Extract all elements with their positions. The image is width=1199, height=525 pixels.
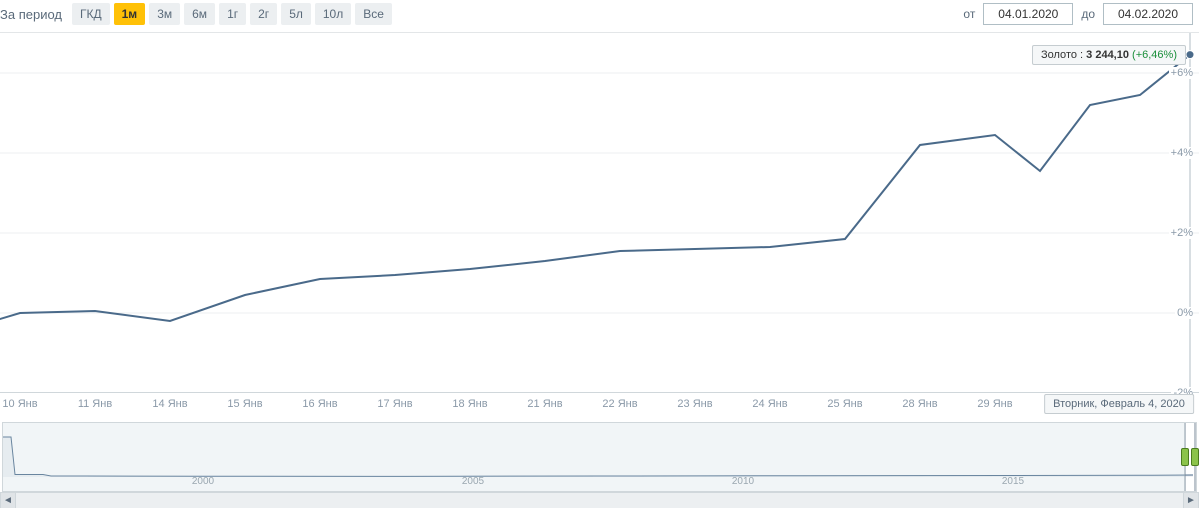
- point-tooltip: Золото : 3 244,10 (+6,46%): [1032, 45, 1186, 65]
- period-btn-1m[interactable]: 1м: [114, 3, 146, 25]
- range-navigator[interactable]: 2000 2005 2010 2015: [2, 422, 1197, 492]
- tooltip-value: 3 244,10: [1086, 49, 1129, 61]
- x-axis-tooltip-label: Вторник, Февраль 4, 2020: [1053, 398, 1185, 410]
- x-tick-label: 21 Янв: [527, 398, 562, 410]
- x-tick-label: 14 Янв: [152, 398, 187, 410]
- navigator-tick-label: 2015: [1002, 476, 1024, 487]
- navigator-tick-label: 2010: [732, 476, 754, 487]
- x-axis: Вторник, Февраль 4, 2020 10 Янв 11 Янв 14 …: [0, 392, 1199, 422]
- period-btn-gkd[interactable]: ГКД: [72, 3, 110, 25]
- scroll-right-icon[interactable]: ►: [1183, 493, 1199, 508]
- x-tick-label: 10 Янв: [2, 398, 37, 410]
- x-tick-label: 24 Янв: [752, 398, 787, 410]
- date-from-label: от: [963, 7, 975, 21]
- scroll-track[interactable]: [16, 493, 1183, 508]
- y-tick-label: 0%: [1175, 307, 1193, 319]
- horizontal-scrollbar[interactable]: ◄ ►: [0, 492, 1199, 508]
- x-tick-label: 18 Янв: [452, 398, 487, 410]
- period-btn-2y[interactable]: 2г: [250, 3, 277, 25]
- x-tick-label: 23 Янв: [677, 398, 712, 410]
- y-tick-label: +6%: [1169, 67, 1193, 79]
- period-btn-5y[interactable]: 5л: [281, 3, 311, 25]
- scroll-left-icon[interactable]: ◄: [0, 493, 16, 508]
- y-tick-label: +2%: [1169, 227, 1193, 239]
- chart-svg: [0, 33, 1199, 393]
- y-tick-label: +4%: [1169, 147, 1193, 159]
- x-tick-label: 22 Янв: [602, 398, 637, 410]
- period-btn-6m[interactable]: 6м: [184, 3, 215, 25]
- x-tick-label: 15 Янв: [227, 398, 262, 410]
- x-tick-label: 28 Янв: [902, 398, 937, 410]
- navigator-tick-label: 2005: [462, 476, 484, 487]
- navigator-handle-left[interactable]: [1181, 448, 1189, 466]
- period-header: За период ГКД 1м 3м 6м 1г 2г 5л 10л Все …: [0, 0, 1199, 32]
- x-tick-label: 25 Янв: [827, 398, 862, 410]
- date-range-group: от до: [963, 3, 1193, 25]
- price-chart[interactable]: Золото : 3 244,10 (+6,46%) -2%0%+2%+4%+6…: [0, 32, 1199, 392]
- period-btn-10y[interactable]: 10л: [315, 3, 351, 25]
- x-axis-tooltip: Вторник, Февраль 4, 2020: [1044, 394, 1194, 414]
- navigator-handle-right[interactable]: [1191, 448, 1199, 466]
- tooltip-pct: (+6,46%): [1132, 49, 1177, 61]
- period-btn-all[interactable]: Все: [355, 3, 392, 25]
- date-from-input[interactable]: [983, 3, 1073, 25]
- date-to-input[interactable]: [1103, 3, 1193, 25]
- navigator-tick-label: 2000: [192, 476, 214, 487]
- period-label: За период: [0, 7, 62, 22]
- x-tick-label: 29 Янв: [977, 398, 1012, 410]
- date-to-label: до: [1081, 7, 1095, 21]
- x-tick-label: 17 Янв: [377, 398, 412, 410]
- period-btn-1y[interactable]: 1г: [219, 3, 246, 25]
- period-btn-3m[interactable]: 3м: [149, 3, 180, 25]
- x-tick-label: 11 Янв: [78, 398, 112, 410]
- tooltip-series-label: Золото :: [1041, 49, 1083, 61]
- period-buttons-group: За период ГКД 1м 3м 6м 1г 2г 5л 10л Все: [0, 3, 392, 25]
- x-tick-label: 16 Янв: [302, 398, 337, 410]
